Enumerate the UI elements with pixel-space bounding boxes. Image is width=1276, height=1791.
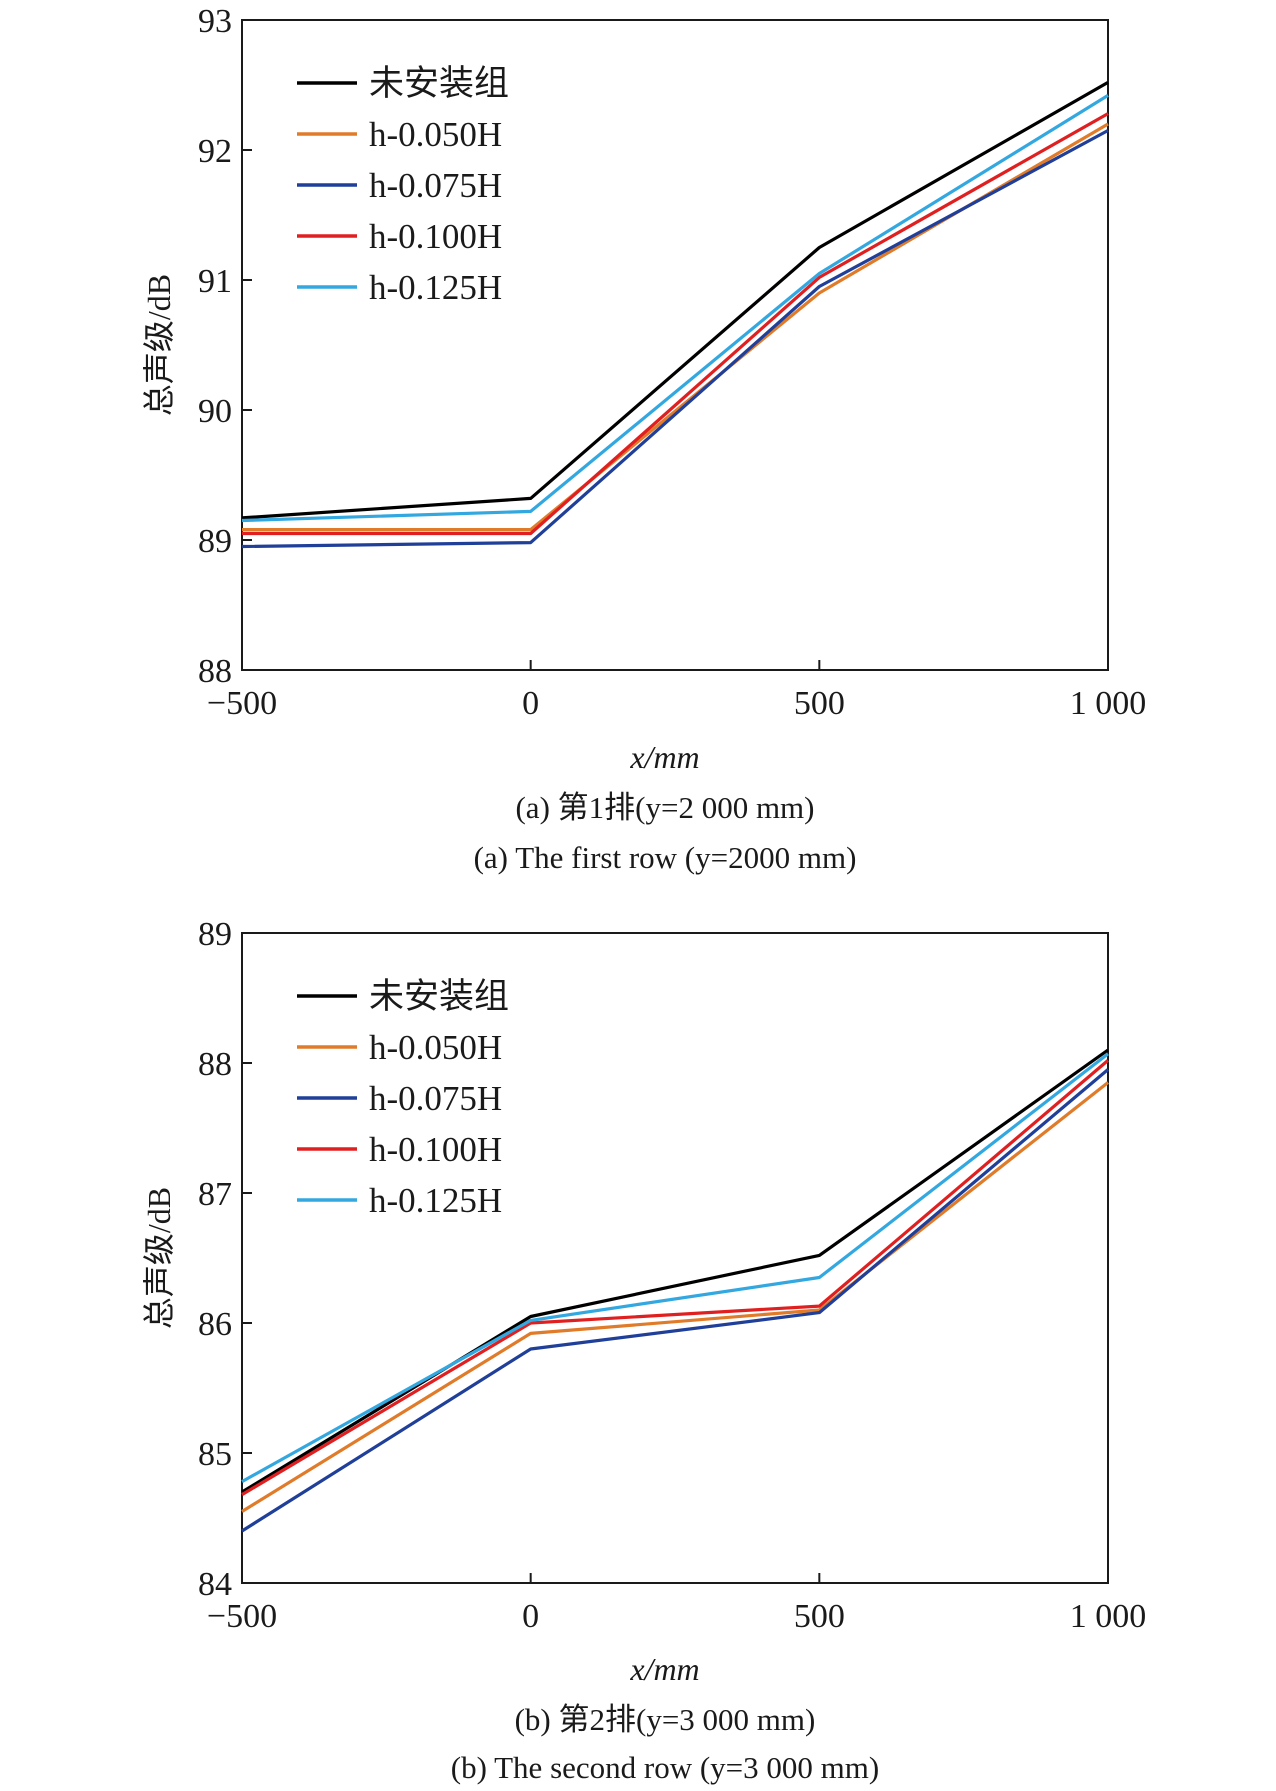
x-tick-label: 1 000	[1070, 1598, 1147, 1635]
legend-label: h-0.050H	[369, 115, 502, 154]
x-tick-label: −500	[207, 1598, 277, 1635]
x-axis-label: x/mm	[629, 1651, 699, 1687]
y-tick-label: 85	[198, 1436, 232, 1473]
chart-a-legend: 未安装组 h-0.050H h-0.075H h-0.100H h-0.125H	[297, 64, 509, 307]
chart-b-series	[241, 1048, 1110, 1533]
chart-a-x-tick-labels: −500 0 500 1 000	[207, 685, 1146, 722]
chart-b-ticks	[241, 932, 1109, 1584]
chart-a-series	[241, 81, 1109, 549]
y-tick-label: 88	[198, 653, 232, 690]
legend-label: h-0.100H	[369, 217, 502, 256]
y-tick-label: 86	[198, 1306, 232, 1343]
x-tick-label: 500	[794, 1598, 845, 1635]
y-tick-label: 90	[198, 393, 232, 430]
y-tick-label: 89	[198, 523, 232, 560]
caption-en: (b) The second row (y=3 000 mm)	[451, 1750, 879, 1785]
y-tick-label: 88	[198, 1046, 232, 1083]
series-line	[241, 94, 1109, 523]
legend-label: h-0.050H	[369, 1028, 502, 1067]
series-line	[241, 129, 1109, 549]
series-line	[241, 1068, 1110, 1533]
legend-label: h-0.100H	[369, 1130, 502, 1169]
x-tick-label: 500	[794, 685, 845, 722]
chart-b-x-tick-labels: −500 0 500 1 000	[207, 1598, 1146, 1635]
y-tick-label: 87	[198, 1176, 232, 1213]
legend-label: h-0.075H	[369, 166, 502, 205]
series-line	[241, 1052, 1109, 1483]
chart-b-y-tick-labels: 84 85 86 87 88 89	[198, 916, 232, 1603]
caption-cn: (b) 第2排(y=3 000 mm)	[515, 1702, 816, 1737]
x-axis-label: x/mm	[629, 739, 699, 775]
x-tick-label: 0	[522, 685, 539, 722]
x-tick-label: 1 000	[1070, 685, 1147, 722]
caption-en: (a) The first row (y=2000 mm)	[474, 840, 857, 875]
y-tick-label: 93	[198, 3, 232, 40]
legend-label: 未安装组	[369, 64, 509, 103]
x-tick-label: −500	[207, 685, 277, 722]
chart-b: 84 85 86 87 88 89 −500 0 500 1 000 未安装组 h-0.050H h…	[141, 916, 1146, 1785]
y-axis-label: 总声级/dB	[141, 1187, 177, 1329]
chart-a: 88 89 90 91 92 93 −500 0 500 1 000 未安装组 h-0.050H h…	[141, 3, 1146, 875]
y-tick-label: 84	[198, 1566, 232, 1603]
legend-label: h-0.075H	[369, 1079, 502, 1118]
plot-frame	[241, 19, 1109, 671]
series-line	[241, 81, 1109, 520]
legend-label: h-0.125H	[369, 268, 502, 307]
chart-a-y-tick-labels: 88 89 90 91 92 93	[198, 3, 232, 690]
y-axis-label: 总声级/dB	[141, 274, 177, 416]
y-tick-label: 92	[198, 133, 232, 170]
series-line	[241, 1059, 1110, 1496]
series-line	[241, 1048, 1109, 1494]
legend-label: 未安装组	[369, 977, 509, 1016]
y-tick-label: 91	[198, 263, 232, 300]
x-tick-label: 0	[522, 1598, 539, 1635]
series-line	[242, 112, 1109, 536]
series-line	[241, 1081, 1109, 1513]
chart-a-ticks	[241, 19, 1109, 671]
chart-b-legend: 未安装组 h-0.050H h-0.075H h-0.100H h-0.125H	[297, 977, 509, 1220]
y-tick-label: 89	[198, 916, 232, 953]
legend-label: h-0.125H	[369, 1181, 502, 1220]
caption-cn: (a) 第1排(y=2 000 mm)	[515, 790, 814, 825]
plot-frame	[241, 932, 1109, 1584]
